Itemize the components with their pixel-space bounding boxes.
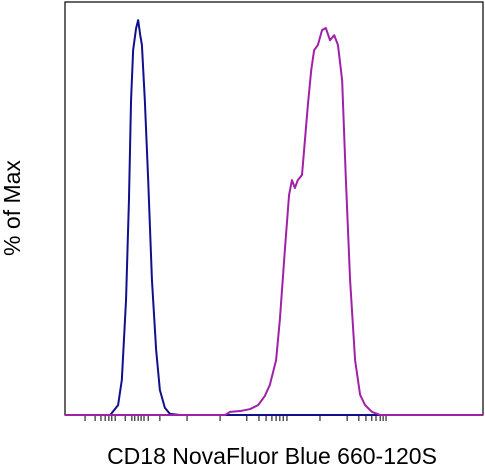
y-axis-label: % of Max (0, 160, 25, 256)
histogram-line (65, 19, 483, 416)
histogram-line (65, 27, 483, 416)
plot-frame (64, 1, 484, 416)
x-axis-label: CD18 NovaFluor Blue 660-120S (107, 443, 437, 469)
